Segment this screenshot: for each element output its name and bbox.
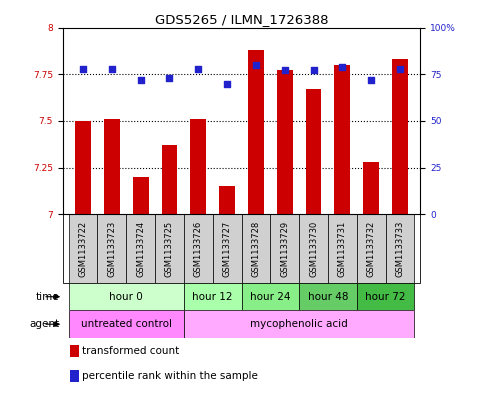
Bar [299, 214, 328, 283]
Bar [299, 283, 357, 310]
Text: GSM1133730: GSM1133730 [309, 220, 318, 277]
Bar [363, 162, 379, 214]
Bar [213, 214, 242, 283]
Bar [69, 214, 98, 283]
Text: GSM1133728: GSM1133728 [252, 220, 260, 277]
Point [223, 80, 231, 86]
Bar [184, 214, 213, 283]
Bar [70, 345, 79, 357]
Bar [334, 65, 350, 214]
Bar [277, 70, 293, 214]
Point [166, 75, 173, 81]
Bar [184, 310, 414, 338]
Bar [385, 214, 414, 283]
Bar [70, 370, 79, 382]
Text: agent: agent [29, 319, 59, 329]
Text: GSM1133733: GSM1133733 [396, 220, 405, 277]
Bar [184, 283, 242, 310]
Bar [104, 119, 120, 214]
Text: mycophenolic acid: mycophenolic acid [250, 319, 348, 329]
Bar [306, 89, 322, 214]
Point [339, 64, 346, 70]
Text: hour 12: hour 12 [192, 292, 233, 302]
Bar [242, 283, 299, 310]
Bar [98, 214, 126, 283]
Bar [69, 310, 184, 338]
Point [310, 67, 317, 73]
Text: GSM1133732: GSM1133732 [367, 220, 376, 277]
Text: GSM1133726: GSM1133726 [194, 220, 203, 277]
Text: GSM1133724: GSM1133724 [136, 220, 145, 277]
Text: GSM1133723: GSM1133723 [107, 220, 116, 277]
Bar [242, 214, 270, 283]
Point [396, 65, 404, 72]
Text: hour 72: hour 72 [365, 292, 406, 302]
Point [281, 67, 289, 73]
Bar [155, 214, 184, 283]
Text: hour 48: hour 48 [308, 292, 348, 302]
Point [108, 65, 115, 72]
Point [137, 77, 144, 83]
Bar [357, 283, 414, 310]
Bar [219, 186, 235, 214]
Point [194, 65, 202, 72]
Bar [270, 214, 299, 283]
Text: time: time [36, 292, 59, 302]
Text: GSM1133729: GSM1133729 [280, 220, 289, 277]
Point [368, 77, 375, 83]
Point [79, 65, 87, 72]
Bar [161, 145, 177, 214]
Bar [133, 177, 149, 214]
Bar [75, 121, 91, 214]
Text: GSM1133725: GSM1133725 [165, 220, 174, 277]
Text: untreated control: untreated control [81, 319, 171, 329]
Text: GSM1133722: GSM1133722 [78, 220, 87, 277]
Text: GSM1133727: GSM1133727 [223, 220, 231, 277]
Bar [69, 283, 184, 310]
Bar [357, 214, 385, 283]
Point [252, 62, 260, 68]
Title: GDS5265 / ILMN_1726388: GDS5265 / ILMN_1726388 [155, 13, 328, 26]
Text: transformed count: transformed count [83, 346, 180, 356]
Bar [248, 50, 264, 214]
Bar [126, 214, 155, 283]
Bar [392, 59, 408, 214]
Text: hour 0: hour 0 [109, 292, 143, 302]
Bar [190, 119, 206, 214]
Bar [328, 214, 357, 283]
Text: hour 24: hour 24 [250, 292, 291, 302]
Text: percentile rank within the sample: percentile rank within the sample [83, 371, 258, 381]
Text: GSM1133731: GSM1133731 [338, 220, 347, 277]
